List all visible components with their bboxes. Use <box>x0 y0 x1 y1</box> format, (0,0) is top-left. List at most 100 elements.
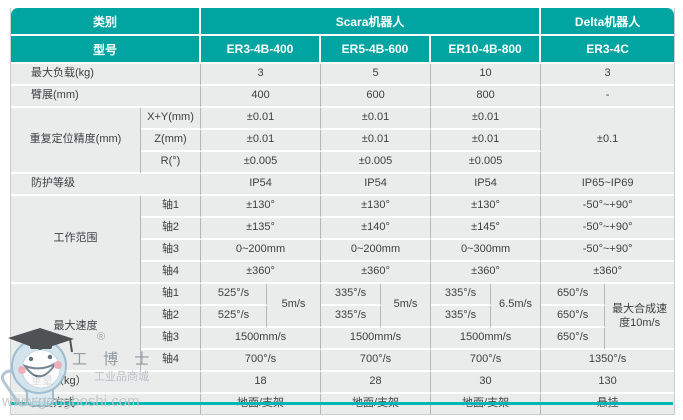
table-cell: 0~200mm <box>201 240 322 262</box>
header-cell: ER3-4C <box>541 36 675 64</box>
table-cell: 轴2 <box>141 218 202 240</box>
table-cell: 重量（kg） <box>11 372 202 394</box>
table-cell: 6.5m/s <box>491 284 542 328</box>
table-cell: 0~300mm <box>431 240 542 262</box>
table-cell: 3 <box>541 64 675 86</box>
table-cell: ±130° <box>431 196 542 218</box>
table-cell: ±360° <box>541 262 675 284</box>
table-cell: 1500mm/s <box>321 328 432 350</box>
table-cell: ±360° <box>201 262 322 284</box>
table-cell: 650°/s <box>541 306 606 328</box>
table-cell: ±0.01 <box>431 108 542 130</box>
table-cell: -50°~+90° <box>541 218 675 240</box>
header-cell: Scara机器人 <box>201 8 542 36</box>
table-cell: 28 <box>321 372 432 394</box>
table-cell: 5m/s <box>267 284 322 328</box>
header-cell: ER10-4B-800 <box>431 36 542 64</box>
row-speed-axis4: 轴4 700°/s 700°/s 700°/s 1350°/s <box>11 350 675 372</box>
spec-table-wrapper: 类别 Scara机器人 Delta机器人 型号 ER3-4B-400 ER5-4B-600… <box>10 8 675 415</box>
table-cell: IP65~IP69 <box>541 174 675 196</box>
row-model: 型号 ER3-4B-400 ER5-4B-600 ER10-4B-800 ER3-4C <box>11 36 675 64</box>
table-head: 类别 Scara机器人 Delta机器人 型号 ER3-4B-400 ER5-4B-600… <box>11 8 675 64</box>
table-cell: 最大速度 <box>11 284 141 372</box>
row-repeatability-xy: 重复定位精度(mm) X+Y(mm) ±0.01 ±0.01 ±0.01 ±0.1 <box>11 108 675 174</box>
row-ip-rating: 防护等级 IP54 IP54 IP54 IP65~IP69 <box>11 174 675 196</box>
table-cell: ±0.1 <box>541 108 675 174</box>
table-cell: R(°) <box>141 152 202 174</box>
table-cell: ±0.005 <box>201 152 322 174</box>
table-body: 最大负载(kg) 3 5 10 3 臂展(mm) 400 600 800- 重复定位精度(mm) X… <box>11 64 675 414</box>
table-cell: 最大负载(kg) <box>11 64 202 86</box>
table-cell: ±130° <box>201 196 322 218</box>
table-cell: 轴3 <box>141 240 202 262</box>
row-arm-reach: 臂展(mm) 400 600 800- <box>11 86 675 108</box>
table-cell: 3 <box>201 64 322 86</box>
table-cell: 335°/s <box>321 284 382 306</box>
header-cell: Delta机器人 <box>541 8 675 36</box>
table-cell: ±360° <box>321 262 432 284</box>
table-cell: 轴2 <box>141 306 202 328</box>
table-cell: 130 <box>541 372 675 394</box>
header-cell: ER3-4B-400 <box>201 36 322 64</box>
table-cell: ±0.005 <box>431 152 542 174</box>
row-speed-axis2: 轴2 525°/s 335°/s 335°/s 650°/s <box>11 306 674 328</box>
table-cell: ±0.01 <box>201 108 322 130</box>
table-cell: 700°/s <box>201 350 322 372</box>
table-cell: ±145° <box>431 218 542 240</box>
table-cell: 30 <box>431 372 542 394</box>
table-cell: 臂展(mm) <box>11 86 202 108</box>
header-cell: ER5-4B-600 <box>321 36 432 64</box>
header-cell: 型号 <box>11 36 202 64</box>
table-cell: ±130° <box>321 196 432 218</box>
table-cell: 525°/s <box>201 284 268 306</box>
table-cell: 轴1 <box>141 284 202 306</box>
table-cell: ±0.01 <box>431 130 542 152</box>
table-cell: -50°~+90° <box>541 196 675 218</box>
table-cell: 防护等级 <box>11 174 202 196</box>
table-cell: 10 <box>431 64 542 86</box>
table-cell: ±0.005 <box>321 152 432 174</box>
row-speed-axis3: 轴3 1500mm/s 1500mm/s 1500mm/s 650°/s <box>11 328 674 350</box>
table-cell: ±140° <box>321 218 432 240</box>
table-cell: 525°/s <box>201 306 268 328</box>
table-cell: 0~200mm <box>321 240 432 262</box>
table-cell: 5m/s <box>381 284 432 328</box>
table-cell: ±135° <box>201 218 322 240</box>
table-cell: 1500mm/s <box>431 328 542 350</box>
footer-accent-line <box>10 402 673 405</box>
table-cell: 5 <box>321 64 432 86</box>
table-cell: -50°~+90° <box>541 240 675 262</box>
table-cell: 600 <box>321 86 432 108</box>
row-range-axis3: 轴3 0~200mm 0~200mm 0~300mm -50°~+90° <box>11 240 675 262</box>
table-cell: Z(mm) <box>141 130 202 152</box>
row-repeatability-r: R(°) ±0.005 ±0.005 ±0.005 <box>11 152 674 174</box>
table-cell: ±0.01 <box>321 108 432 130</box>
table-cell: 335°/s <box>431 284 492 306</box>
table-cell: 650°/s <box>541 328 606 350</box>
table-cell: IP54 <box>321 174 432 196</box>
table-cell: 335°/s <box>321 306 382 328</box>
row-speed-axis1: 最大速度 轴1 525°/s 5m/s 335°/s 5m/s 335°/s 6.5m/s 65… <box>11 284 675 372</box>
spec-table: 类别 Scara机器人 Delta机器人 型号 ER3-4B-400 ER5-4B-600… <box>11 8 675 414</box>
table-cell: 轴4 <box>141 350 202 372</box>
table-cell: X+Y(mm) <box>141 108 202 130</box>
row-weight: 重量（kg） 18 28 30 130 <box>11 372 675 394</box>
table-cell: 18 <box>201 372 322 394</box>
table-cell: 1500mm/s <box>201 328 322 350</box>
row-range-axis4: 轴4 ±360° ±360° ±360° ±360° <box>11 262 675 284</box>
table-cell: 400 <box>201 86 322 108</box>
table-cell: 335°/s <box>431 306 492 328</box>
table-cell: 轴4 <box>141 262 202 284</box>
row-category: 类别 Scara机器人 Delta机器人 <box>11 8 675 36</box>
row-range-axis2: 轴2 ±135° ±140° ±145° -50°~+90° <box>11 218 675 240</box>
row-max-payload: 最大负载(kg) 3 5 10 3 <box>11 64 675 86</box>
table-cell: 最大合成速度10m/s <box>605 284 675 350</box>
table-cell: 轴3 <box>141 328 202 350</box>
table-cell: 700°/s <box>321 350 432 372</box>
row-repeatability-z: Z(mm) ±0.01 ±0.01 ±0.01 <box>11 130 674 152</box>
table-cell: ±0.01 <box>321 130 432 152</box>
table-cell: 工作范围 <box>11 196 141 284</box>
header-cell: 类别 <box>11 8 202 36</box>
table-cell: ±360° <box>431 262 542 284</box>
